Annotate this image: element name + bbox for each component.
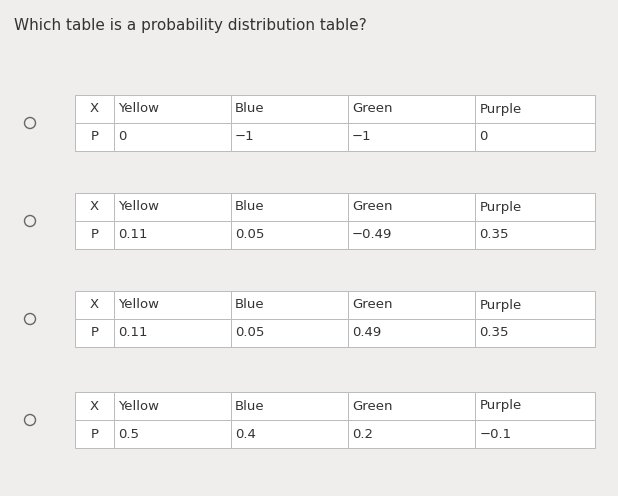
Text: Green: Green [352,103,392,116]
Bar [75,193,114,221]
Text: Yellow: Yellow [118,399,159,413]
Text: 0.35: 0.35 [480,326,509,339]
Text: 0.11: 0.11 [118,326,148,339]
Bar [348,392,475,420]
Text: −0.1: −0.1 [480,428,512,440]
Text: Blue: Blue [235,299,265,311]
Bar [348,193,475,221]
Text: X: X [90,200,99,213]
Text: −1: −1 [235,130,255,143]
Bar [348,123,475,151]
Bar [475,221,595,249]
Text: Green: Green [352,399,392,413]
Bar [348,95,475,123]
Bar [231,221,348,249]
Text: 0.49: 0.49 [352,326,381,339]
Text: X: X [90,299,99,311]
Bar [231,123,348,151]
Text: X: X [90,103,99,116]
Bar [348,221,475,249]
Bar [231,319,348,347]
Bar [348,291,475,319]
Text: Green: Green [352,200,392,213]
Bar [231,193,348,221]
Bar [75,123,114,151]
Text: 0.4: 0.4 [235,428,256,440]
Bar [75,291,114,319]
Text: Blue: Blue [235,103,265,116]
Text: 0.2: 0.2 [352,428,373,440]
Bar [114,420,231,448]
Bar [231,95,348,123]
Text: Yellow: Yellow [118,103,159,116]
Bar [231,392,348,420]
Bar [114,319,231,347]
Bar [475,392,595,420]
Text: Blue: Blue [235,399,265,413]
Text: P: P [90,326,98,339]
Bar [231,291,348,319]
Bar [114,193,231,221]
Text: Purple: Purple [480,299,522,311]
Text: 0: 0 [118,130,126,143]
Bar [114,123,231,151]
Bar [75,95,114,123]
Text: 0.35: 0.35 [480,229,509,242]
Text: 0.11: 0.11 [118,229,148,242]
Text: Blue: Blue [235,200,265,213]
Bar [75,420,114,448]
Bar [348,420,475,448]
Text: Which table is a probability distribution table?: Which table is a probability distributio… [14,18,366,33]
Text: P: P [90,428,98,440]
Bar [475,420,595,448]
Text: Purple: Purple [480,200,522,213]
Bar [75,319,114,347]
Bar [231,420,348,448]
Bar [475,123,595,151]
Text: −1: −1 [352,130,371,143]
Text: Purple: Purple [480,103,522,116]
Text: 0.05: 0.05 [235,326,265,339]
Text: P: P [90,229,98,242]
Text: 0: 0 [480,130,488,143]
Text: X: X [90,399,99,413]
Bar [475,319,595,347]
Text: Yellow: Yellow [118,200,159,213]
Bar [75,392,114,420]
Text: P: P [90,130,98,143]
Bar [114,221,231,249]
Text: −0.49: −0.49 [352,229,392,242]
Bar [114,95,231,123]
Bar [75,221,114,249]
Text: Yellow: Yellow [118,299,159,311]
Bar [348,319,475,347]
Text: 0.5: 0.5 [118,428,139,440]
Text: Purple: Purple [480,399,522,413]
Text: Green: Green [352,299,392,311]
Bar [114,392,231,420]
Bar [114,291,231,319]
Bar [475,193,595,221]
Bar [475,95,595,123]
Bar [475,291,595,319]
Text: 0.05: 0.05 [235,229,265,242]
